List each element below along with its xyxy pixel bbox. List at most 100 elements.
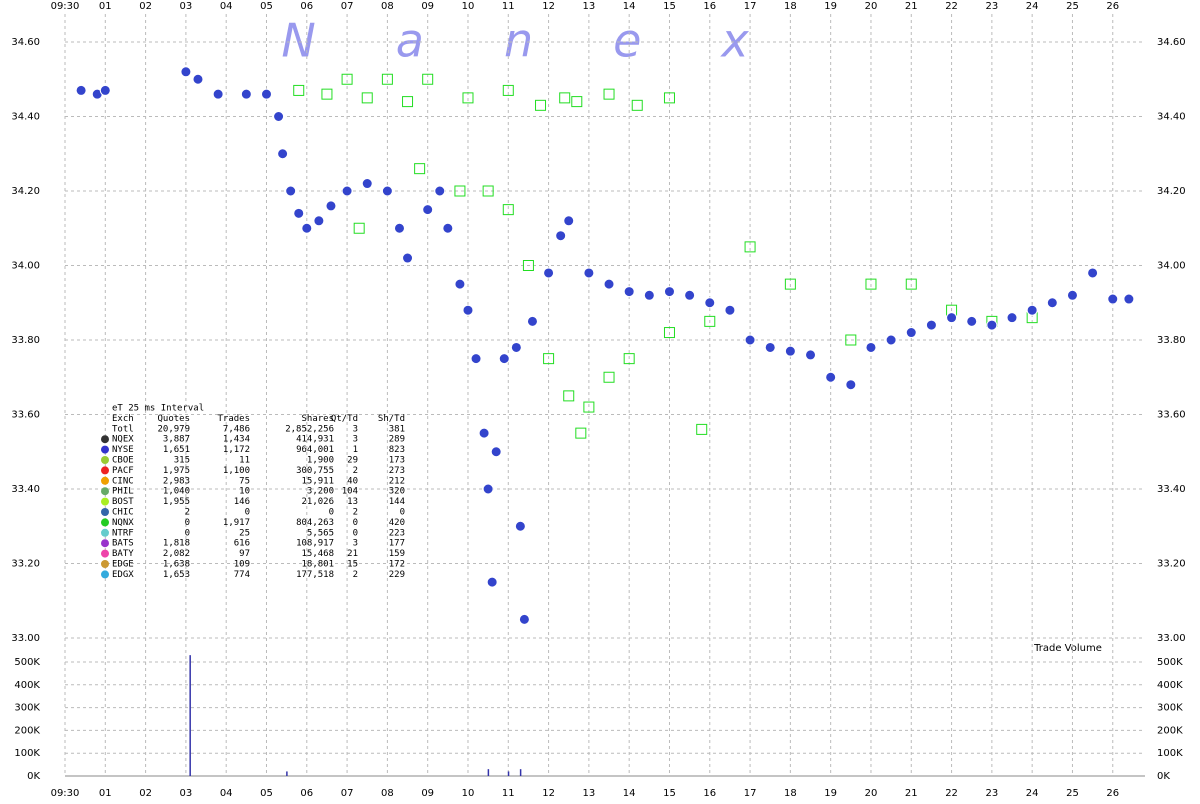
table-cell: 11 (239, 456, 250, 466)
trade (543, 267, 555, 279)
table-cell: 10 (239, 487, 250, 497)
volume-title: Trade Volume (1033, 643, 1102, 654)
x-tick-label: 25 (1066, 1, 1079, 12)
trade (663, 286, 675, 298)
nqnx-quote (535, 99, 547, 111)
table-cell: 15,468 (301, 549, 334, 559)
x-tick-label: 12 (542, 1, 555, 12)
table-cell: 3 (353, 424, 358, 434)
nqnx-quote (559, 92, 571, 104)
x-tick-label: 09:30 (51, 1, 80, 12)
nqnx-quote (865, 278, 877, 290)
x-tick-label: 18 (784, 788, 797, 799)
x-tick-label: 23 (985, 788, 998, 799)
nqnx-quote (381, 73, 393, 85)
trade (1026, 304, 1038, 316)
y-tick-label: 34.60 (11, 37, 40, 48)
nqnx-quote (704, 315, 716, 327)
trade (1006, 312, 1018, 324)
nqnx-quote (543, 353, 555, 365)
nqnx-quote (414, 163, 426, 175)
trade (623, 286, 635, 298)
x-tick-label: 13 (583, 1, 596, 12)
nqnx-quote (462, 92, 474, 104)
table-cell: 1,638 (163, 560, 190, 570)
table-cell: 21 (347, 549, 358, 559)
x-tick-label: 16 (703, 788, 716, 799)
table-cell: 0 (245, 508, 250, 518)
table-cell: BATY (112, 549, 134, 559)
x-tick-label: 26 (1106, 1, 1119, 12)
x-tick-label: 11 (502, 788, 515, 799)
y2-tick-label: 300K (14, 703, 40, 714)
table-cell: 2 (353, 466, 358, 476)
table-cell: 381 (389, 424, 405, 434)
trade (905, 327, 917, 339)
trade (514, 520, 526, 532)
x-tick-label: 10 (462, 788, 475, 799)
table-cell: 2,983 (163, 476, 190, 486)
trade (470, 353, 482, 365)
table-header: Trades (217, 414, 250, 424)
nqnx-quote (784, 278, 796, 290)
table-cell: 0 (353, 528, 358, 538)
trade (212, 88, 224, 100)
x-tick-label: 22 (945, 1, 958, 12)
table-title: eT 25 ms Interval (112, 404, 204, 414)
x-tick-label: 21 (905, 788, 918, 799)
nqnx-quote (571, 96, 583, 108)
trade (825, 371, 837, 383)
table-cell: 300,755 (296, 466, 334, 476)
table-cell: 97 (239, 549, 250, 559)
nqnx-quote (293, 84, 305, 96)
watermark: Nanex (281, 14, 828, 68)
trade (966, 315, 978, 327)
trade (273, 111, 285, 122)
nqnx-quote (744, 241, 756, 253)
trade (563, 215, 575, 227)
table-cell: 25 (239, 528, 250, 538)
table-cell: 616 (234, 539, 250, 549)
x-tick-label: 25 (1066, 788, 1079, 799)
table-cell: 212 (389, 476, 405, 486)
table-cell: 75 (239, 476, 250, 486)
x-tick-label: 20 (865, 1, 878, 12)
y2-tick-label: 400K (1157, 680, 1183, 691)
table-cell: 823 (389, 445, 405, 455)
table-cell: 273 (389, 466, 405, 476)
x-tick-label: 09:30 (51, 788, 80, 799)
table-cell: 7,486 (223, 424, 250, 434)
x-tick-label: 08 (381, 788, 394, 799)
trade (381, 185, 393, 197)
table-cell: 18,801 (301, 560, 334, 570)
table-cell: 3,887 (163, 435, 190, 445)
x-tick-label: 03 (180, 1, 193, 12)
table-cell: 2 (353, 570, 358, 580)
y2-tick-label: 500K (1157, 657, 1183, 668)
trade (764, 341, 776, 353)
table-cell: 104 (342, 487, 358, 497)
volume-bar (286, 771, 288, 776)
trade (361, 178, 373, 190)
x-tick-label: 14 (623, 1, 636, 12)
trade (845, 379, 857, 391)
x-tick-label: 13 (583, 788, 596, 799)
trade (946, 312, 958, 324)
table-cell: 177,518 (296, 570, 334, 580)
x-tick-label: 20 (865, 788, 878, 799)
trade (1046, 297, 1058, 309)
trade (75, 84, 87, 96)
nqnx-quote (631, 99, 643, 111)
table-cell: 29 (347, 456, 358, 466)
x-tick-label: 04 (220, 788, 233, 799)
x-tick-label: 16 (703, 1, 716, 12)
table-cell: 1,975 (163, 466, 190, 476)
legend-marker (101, 518, 109, 527)
table-cell: 20,979 (157, 424, 190, 434)
table-cell: 1 (353, 445, 358, 455)
y-tick-label: 33.80 (1157, 335, 1186, 346)
trade (1087, 267, 1099, 279)
y-tick-label: 34.20 (1157, 186, 1186, 197)
trade (865, 341, 877, 353)
trade (684, 289, 696, 301)
